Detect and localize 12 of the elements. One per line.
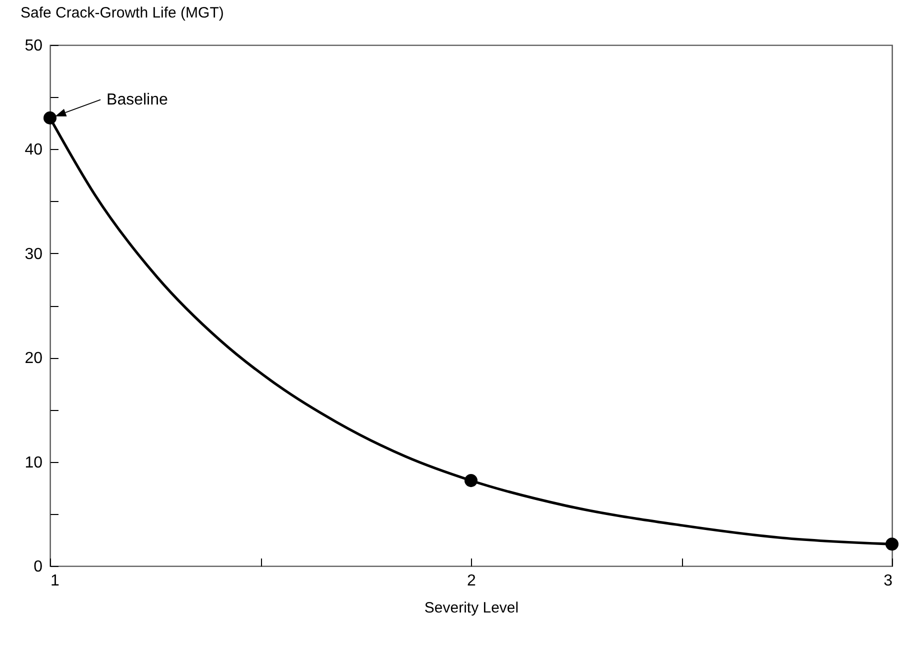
annotation: Baseline (106, 92, 168, 109)
y-tick-label: 20 (24, 350, 43, 368)
x-tick-label: 1 (50, 572, 60, 590)
x-tick-label: 3 (884, 572, 893, 590)
y-tick-label: 40 (24, 142, 43, 159)
y-tick-label: 0 (34, 558, 43, 576)
y-axis-title: Safe Crack-Growth Life (MGT) (20, 4, 224, 22)
y-tick-label: 30 (24, 246, 43, 263)
y-tick-label: 10 (24, 454, 43, 472)
y-tick-label: 50 (24, 38, 43, 54)
x-tick-label: 2 (467, 572, 476, 590)
x-axis-title: Severity Level (424, 600, 519, 616)
